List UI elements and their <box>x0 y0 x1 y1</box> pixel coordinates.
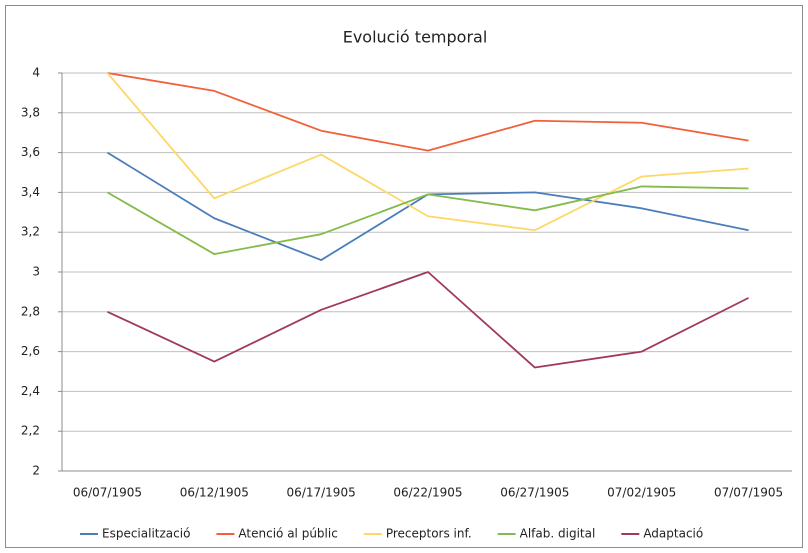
x-tick-label: 06/22/1905 <box>393 486 462 500</box>
legend-label: Atenció al públic <box>238 527 337 541</box>
y-tick-label: 4 <box>32 66 40 80</box>
y-tick-label: 3,6 <box>21 145 40 159</box>
series-line <box>106 72 749 232</box>
x-tick-label: 07/02/1905 <box>607 486 676 500</box>
y-tick-label: 2,2 <box>21 424 40 438</box>
x-tick-label: 07/07/1905 <box>714 486 783 500</box>
y-tick-label: 3 <box>32 265 40 279</box>
y-tick-label: 2,4 <box>21 384 40 398</box>
series-line <box>106 185 749 255</box>
legend-label: Preceptors inf. <box>386 527 472 541</box>
chart-frame <box>5 5 803 548</box>
y-tick-label: 2,6 <box>21 344 40 358</box>
legend-label: Alfab. digital <box>520 527 596 541</box>
y-tick-label: 3,8 <box>21 105 40 119</box>
y-tick-label: 2,8 <box>21 304 40 318</box>
legend-label: Adaptació <box>643 527 703 541</box>
series-line <box>107 72 749 152</box>
x-tick-label: 06/27/1905 <box>500 486 569 500</box>
x-tick-label: 06/07/1905 <box>73 486 142 500</box>
chart-title: Evolució temporal <box>343 28 488 47</box>
x-tick-label: 06/12/1905 <box>180 486 249 500</box>
y-tick-label: 2 <box>32 464 40 478</box>
series-line <box>107 271 749 369</box>
y-tick-label: 3,4 <box>21 185 40 199</box>
x-tick-label: 06/17/1905 <box>287 486 356 500</box>
y-tick-label: 3,2 <box>21 225 40 239</box>
legend-label: Especialització <box>102 527 190 541</box>
